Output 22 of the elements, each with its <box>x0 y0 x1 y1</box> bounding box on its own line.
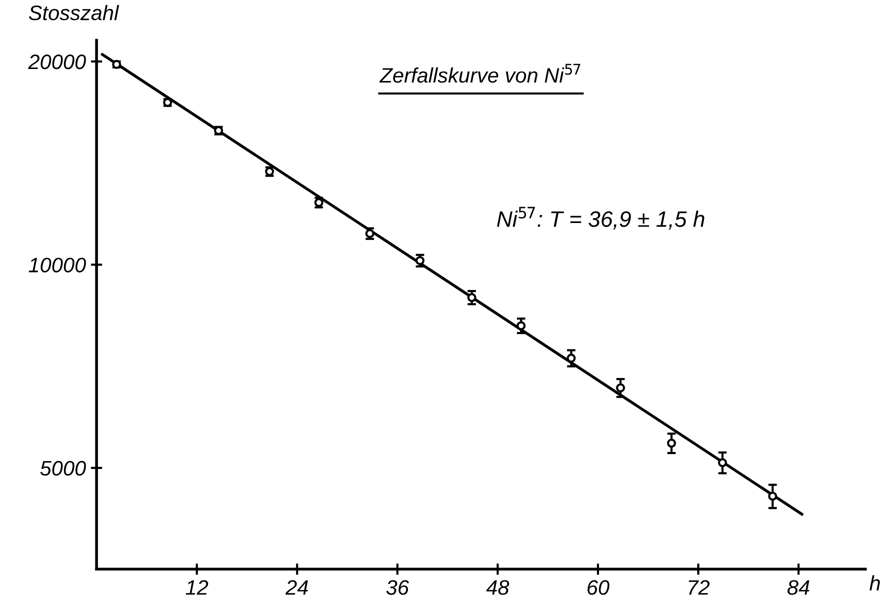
point <box>616 383 626 392</box>
point <box>666 438 676 448</box>
x-tick-label: 84 <box>788 580 810 595</box>
point <box>566 354 576 363</box>
x-tick-label: 36 <box>386 580 409 595</box>
point <box>768 492 778 501</box>
y-axis-title: Stosszahl <box>28 4 120 20</box>
x-axis-title: h <box>870 575 880 590</box>
x-tick-label: 60 <box>588 580 610 595</box>
annotation: Ni$^{57}$: T = 36,9 ± 1,5 h <box>497 206 704 230</box>
y-tick-label: 10000 <box>28 258 86 272</box>
point <box>516 321 526 330</box>
x-tick-label: 72 <box>688 580 710 595</box>
y-tick-label: 5000 <box>40 460 86 476</box>
x-tick-label: 24 <box>285 580 308 595</box>
text: Zerfallskurve von Ni$^{57}$ <box>379 64 580 83</box>
x-tick-label: 48 <box>486 580 510 595</box>
point <box>415 256 424 266</box>
x-tick-label: 12 <box>186 580 208 595</box>
point <box>718 458 728 468</box>
point <box>467 293 476 302</box>
y-tick-label: 20000 <box>28 54 86 70</box>
